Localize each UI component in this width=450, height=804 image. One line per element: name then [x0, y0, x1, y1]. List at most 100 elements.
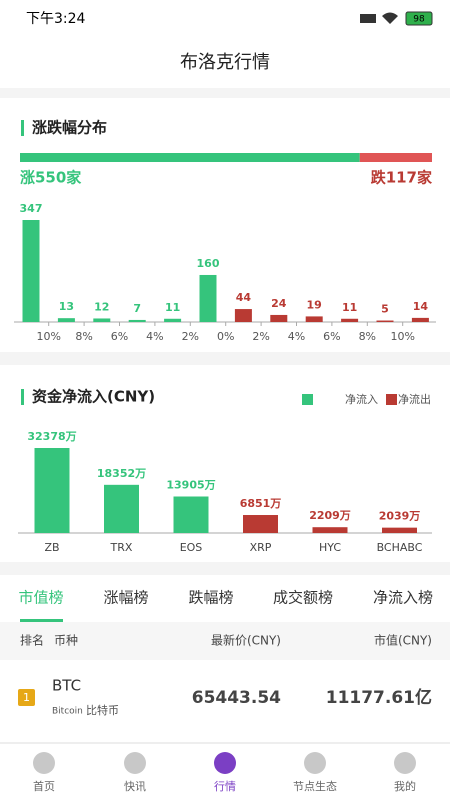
price: 65443.54	[192, 688, 281, 708]
bar	[312, 527, 348, 533]
x-tick-label: 0%	[217, 330, 234, 343]
x-tick-label: HYC	[319, 541, 341, 554]
tab[interactable]: 跌幅榜	[188, 589, 233, 607]
coin-cn-name: 比特币	[86, 703, 119, 717]
bar-label: 18352万	[97, 467, 146, 480]
tab[interactable]: 市值榜	[18, 589, 63, 607]
bar-label: 347	[20, 202, 43, 215]
bar-label: 13905万	[166, 478, 215, 491]
bar	[199, 274, 217, 322]
x-tick-label: BCHABC	[377, 541, 423, 554]
symbol[interactable]: BTC	[52, 677, 81, 695]
bar-label: 19	[307, 298, 322, 311]
bar-label: 11	[165, 301, 180, 314]
nav-icon[interactable]	[33, 752, 55, 774]
title-accent	[21, 389, 24, 405]
bar	[173, 496, 209, 533]
bar	[164, 318, 182, 322]
column-header: 排名	[20, 633, 44, 648]
bar	[104, 484, 139, 533]
bar	[22, 220, 40, 322]
up-ratio	[20, 153, 360, 162]
bar-label: 6851万	[240, 497, 282, 510]
bar-label: 2039万	[379, 510, 421, 523]
title-accent	[21, 120, 24, 136]
bar-label: 11	[342, 301, 357, 314]
status-icons	[360, 11, 433, 26]
bar-label: 7	[133, 302, 141, 315]
bar	[411, 317, 429, 322]
nav-label[interactable]: 行情	[214, 780, 236, 793]
header-title: 布洛克行情	[180, 52, 270, 73]
legend-swatch	[302, 394, 313, 405]
bar	[34, 448, 70, 533]
bar	[57, 318, 75, 322]
legend-label: 净流入	[345, 392, 378, 406]
x-tick-label: 2%	[182, 330, 199, 343]
bar	[243, 515, 278, 533]
bar-label: 32378万	[27, 430, 76, 443]
bar-label: 2209万	[309, 509, 351, 522]
section-title: 资金净流入(CNY)	[32, 388, 155, 406]
bar-label: 44	[236, 291, 252, 304]
nav-label[interactable]: 首页	[33, 779, 55, 793]
x-tick-label: 2%	[252, 330, 269, 343]
tab[interactable]: 成交额榜	[273, 589, 333, 607]
nav-label[interactable]: 节点生态	[293, 779, 337, 793]
bar-label: 5	[381, 303, 389, 316]
x-tick-label: XRP	[250, 541, 272, 554]
bar	[234, 309, 252, 322]
bar-label: 12	[94, 300, 109, 313]
x-tick-label: 6%	[323, 330, 340, 343]
gap	[0, 562, 450, 575]
x-tick-label: EOS	[180, 541, 203, 554]
bar-label: 14	[413, 300, 429, 313]
tab[interactable]: 涨幅榜	[103, 589, 148, 607]
bar	[270, 314, 288, 322]
bar	[382, 527, 417, 533]
down-label: 跌117家	[371, 169, 432, 187]
nav-icon[interactable]	[214, 752, 236, 774]
nav-icon[interactable]	[394, 752, 416, 774]
column-header: 币种	[54, 634, 78, 648]
tab-underline	[20, 619, 63, 622]
market-cap: 11177.61亿	[326, 687, 432, 708]
up-label: 涨550家	[20, 169, 81, 187]
bar-label: 160	[197, 257, 220, 270]
bar	[376, 320, 394, 322]
gap	[0, 88, 450, 98]
x-tick-label: ZB	[44, 541, 59, 554]
bar	[93, 318, 111, 322]
x-tick-label: 10%	[36, 330, 60, 343]
down-ratio	[359, 153, 432, 162]
column-header: 最新价(CNY)	[211, 633, 281, 648]
x-tick-label: 8%	[75, 330, 92, 343]
rank-badge	[18, 689, 35, 706]
time: 下午3:24	[26, 11, 86, 27]
x-tick-label: 8%	[359, 330, 376, 343]
bar	[128, 319, 146, 322]
nav-label[interactable]: 我的	[394, 779, 416, 793]
tab[interactable]: 净流入榜	[373, 589, 433, 607]
x-tick-label: 4%	[146, 330, 163, 343]
bar-label: 13	[59, 300, 74, 313]
nav-label[interactable]: 快讯	[124, 780, 146, 793]
legend-swatch	[386, 394, 397, 405]
gap	[0, 352, 450, 365]
x-tick-label: TRX	[110, 541, 133, 554]
rank: 1	[23, 691, 30, 704]
x-tick-label: 4%	[288, 330, 305, 343]
x-tick-label: 6%	[111, 330, 128, 343]
table-header-bg	[0, 622, 450, 660]
column-header: 市值(CNY)	[374, 633, 432, 648]
x-tick-label: 10%	[390, 330, 414, 343]
bar	[341, 318, 359, 322]
battery: 98	[413, 15, 425, 25]
legend-label: 净流出	[398, 392, 431, 406]
bar	[305, 316, 323, 322]
nav-icon[interactable]	[304, 752, 326, 774]
nav-icon[interactable]	[124, 752, 146, 774]
section-title: 涨跌幅分布	[32, 119, 107, 137]
